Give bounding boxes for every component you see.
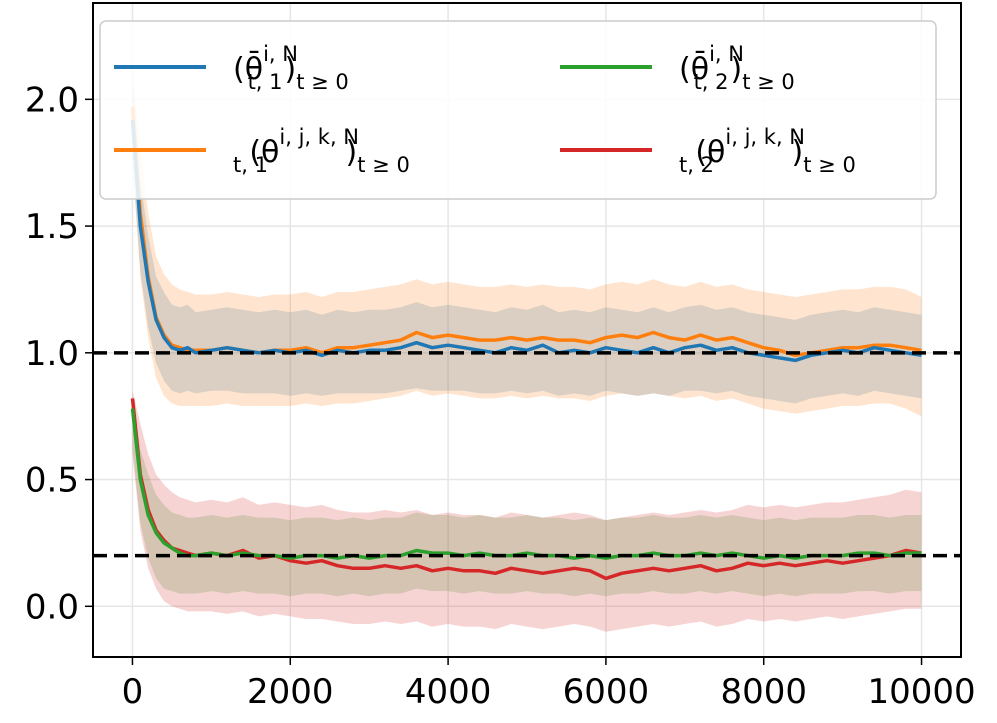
- y-tick-label: 0.0: [25, 587, 79, 627]
- y-tick-label: 1.5: [25, 207, 79, 247]
- theta_ijk_2-band: [132, 390, 922, 632]
- x-tick-label: 4000: [405, 672, 492, 712]
- reference-lines: [93, 351, 961, 558]
- x-tick-label: 0: [122, 672, 144, 712]
- x-tick-label: 6000: [563, 672, 650, 712]
- x-tick-label: 8000: [720, 672, 807, 712]
- legend-box: [99, 20, 937, 200]
- y-tick-label: 1.0: [25, 334, 79, 374]
- theta_bar_1-band: [132, 79, 922, 404]
- theta_bar_2-band: [132, 393, 922, 597]
- theta_ijk_1-band: [132, 68, 922, 417]
- y-tick-label: 0.5: [25, 461, 79, 501]
- y-tick-label: 2.0: [25, 80, 79, 120]
- x-tick-label: 2000: [247, 672, 334, 712]
- confidence-bands: [132, 68, 922, 632]
- axis-ticks: 0 2000 4000 6000 8000 10000 0.0 0.5 1.0 1.5 2.0: [25, 80, 976, 712]
- plot-frame: [92, 2, 962, 658]
- x-tick-label: 10000: [867, 672, 975, 712]
